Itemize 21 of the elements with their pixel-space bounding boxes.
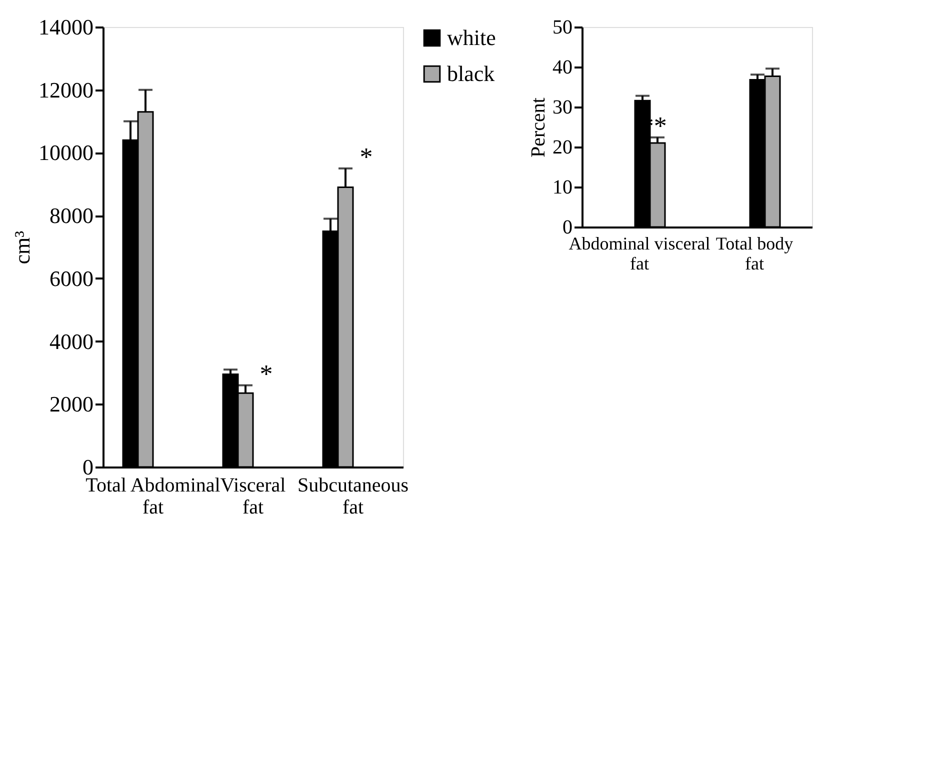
y-tick-label: 14000 — [38, 14, 94, 40]
y-tick-label: 4000 — [50, 328, 94, 354]
y-tick-label: 50 — [552, 16, 572, 38]
y-tick-label: 2000 — [50, 392, 94, 417]
y-tick-label: 30 — [552, 96, 572, 118]
annotation: * — [360, 142, 373, 172]
y-axis-title: cm³ — [10, 230, 34, 264]
y-tick-label: 12000 — [38, 77, 94, 102]
x-tick-label: Total body fat — [716, 234, 794, 274]
legend-label: white — [447, 25, 496, 50]
y-tick-label: 10 — [552, 176, 572, 198]
x-tick-label: Subcutaneous fat — [297, 474, 409, 518]
legend-label: black — [447, 61, 495, 86]
y-tick-label: 40 — [552, 56, 572, 78]
y-axis-title: Percent — [528, 97, 550, 158]
x-tick-label: Visceral fat — [220, 474, 286, 518]
y-tick-label: 8000 — [50, 203, 94, 228]
annotation: * — [260, 359, 273, 388]
y-tick-label: 6000 — [50, 266, 94, 291]
y-tick-label: 20 — [552, 136, 572, 158]
y-tick-label: 10000 — [38, 140, 94, 166]
